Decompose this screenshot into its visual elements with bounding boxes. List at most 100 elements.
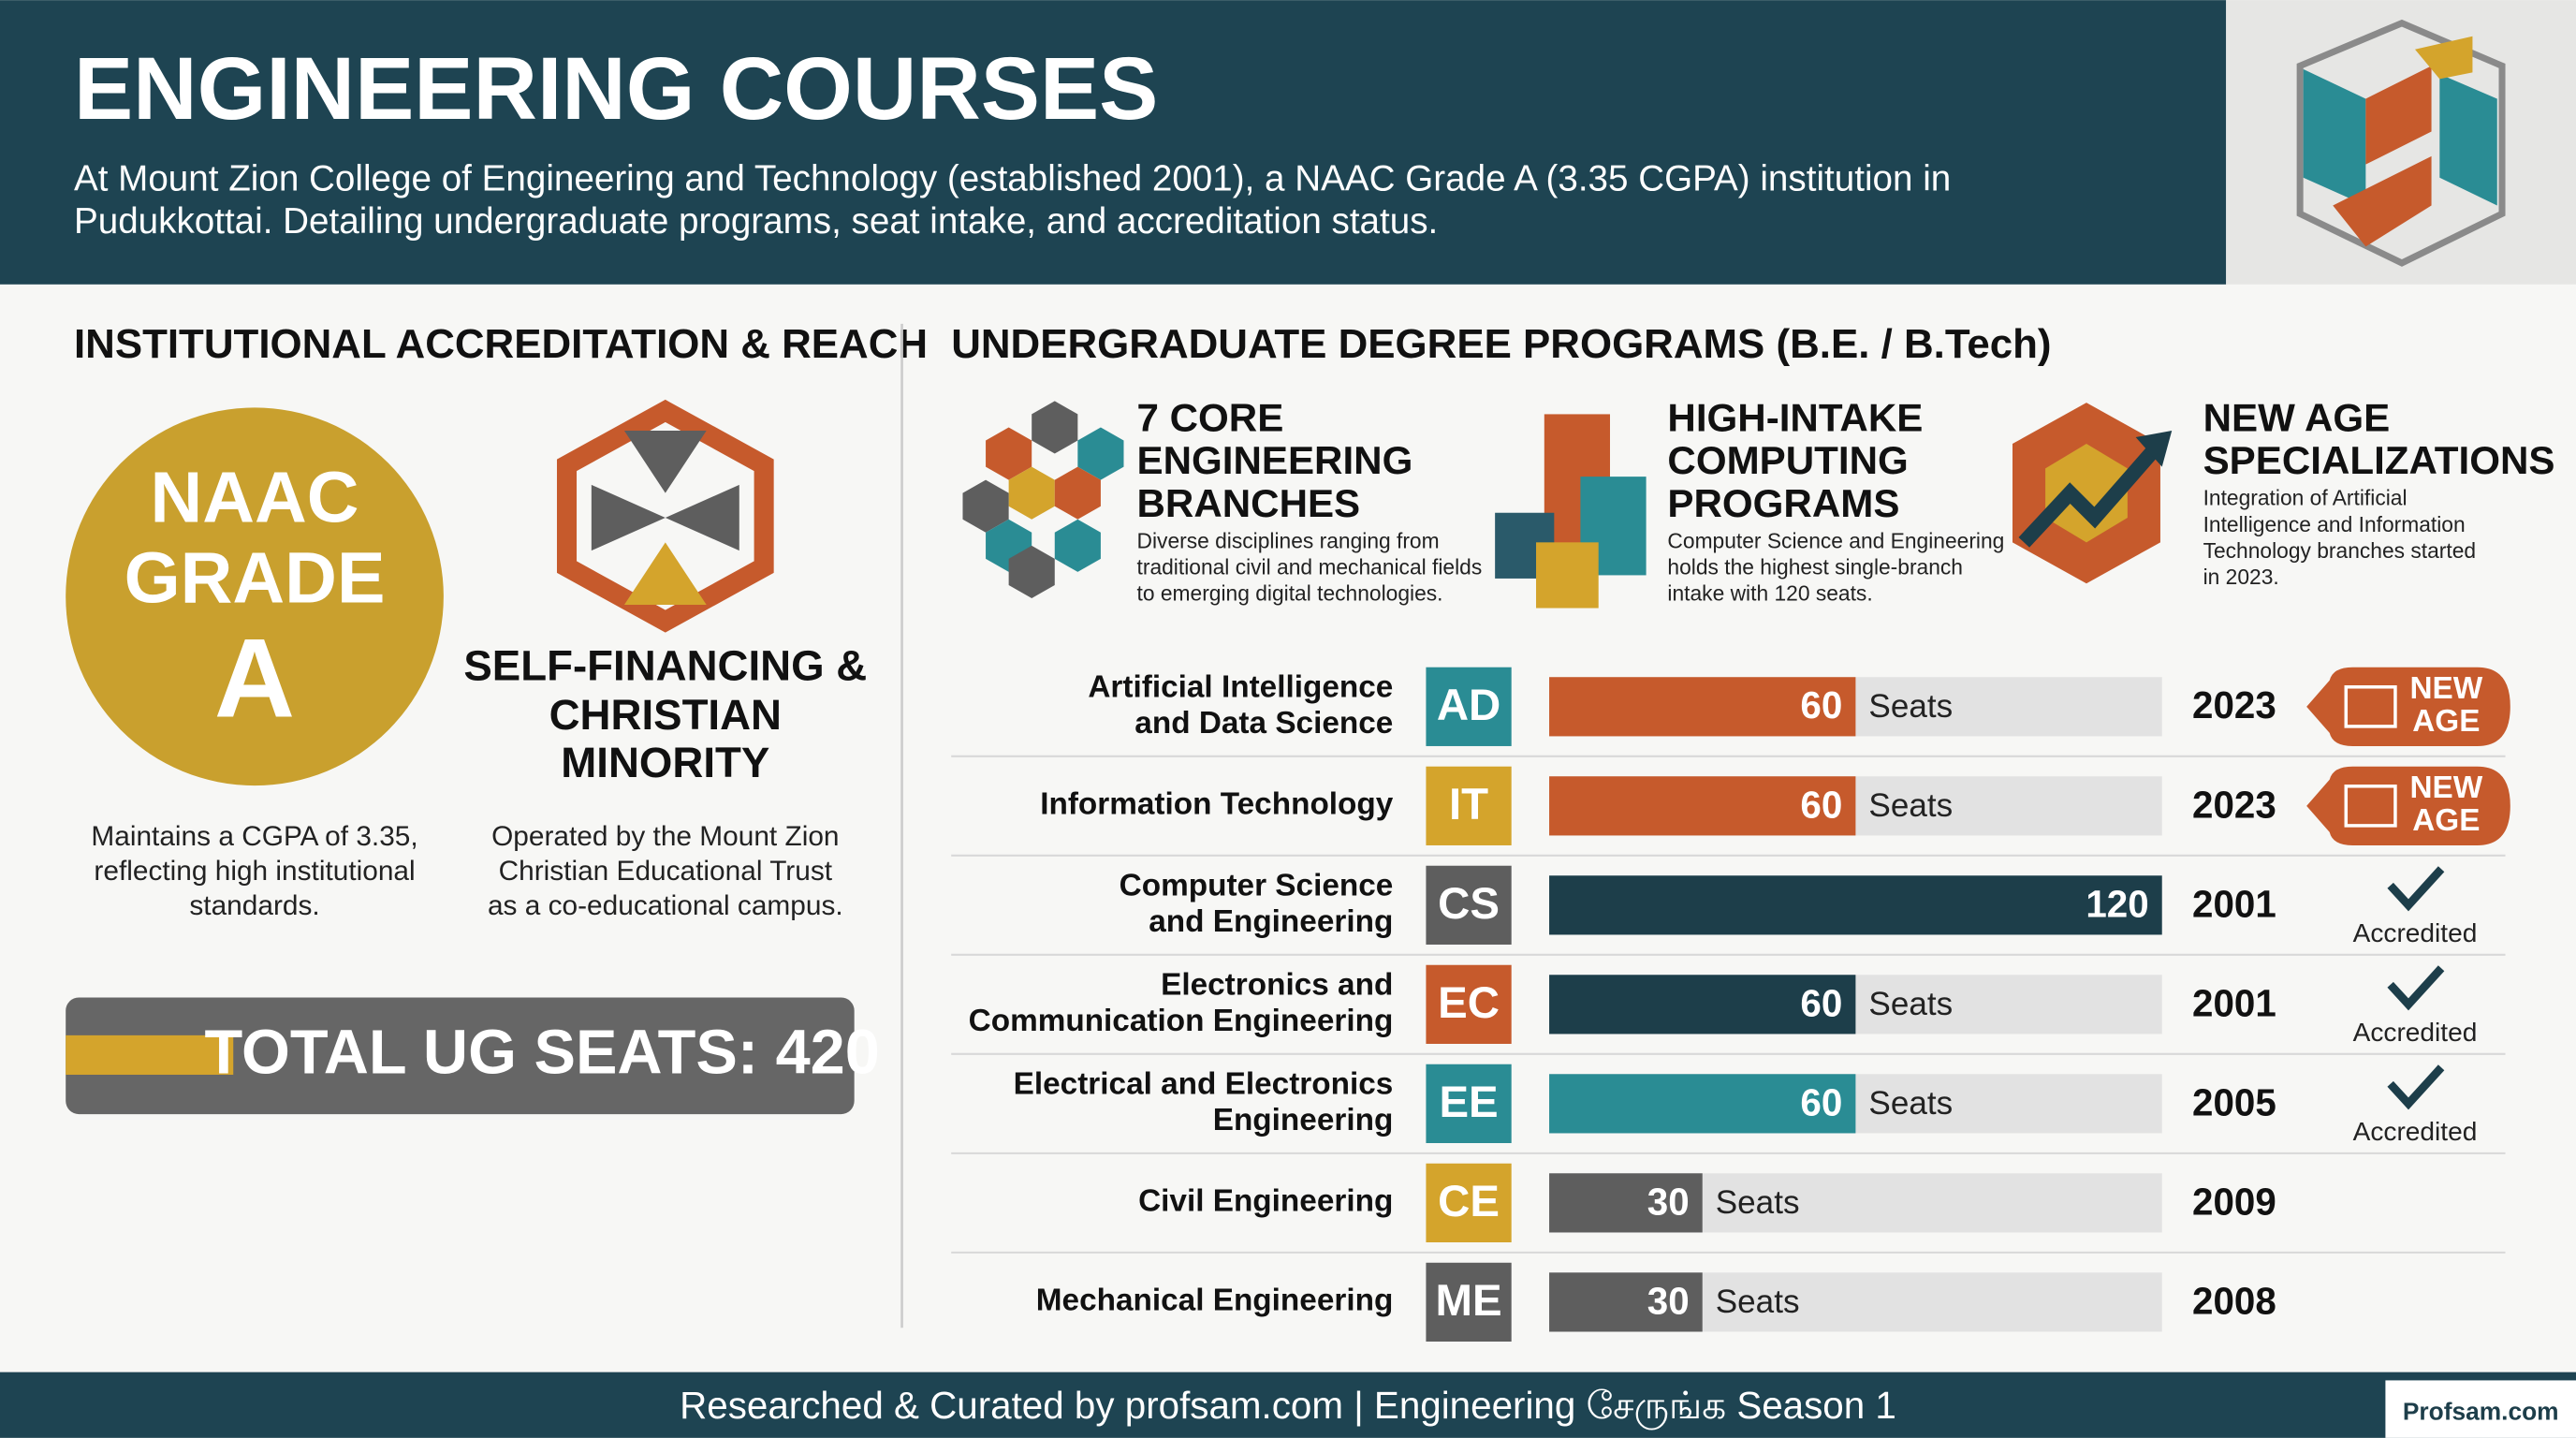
accredited-label: Accredited — [2353, 1018, 2478, 1047]
total-bar — [66, 997, 855, 1115]
seat-unit: Seats — [1868, 787, 1953, 824]
badge-text: NAAC — [151, 458, 359, 538]
footer-brand: Profsam.com — [2403, 1397, 2559, 1425]
badge-icon — [2344, 685, 2397, 728]
feature-desc: intake with 120 seats. — [1667, 581, 1872, 606]
badge-desc: Maintains a CGPA of 3.35, — [91, 821, 417, 852]
start-year: 2001 — [2192, 981, 2276, 1024]
feature-desc: Integration of Artificial — [2203, 486, 2408, 510]
accredited-label: Accredited — [2353, 1117, 2478, 1146]
badge-label: AGE — [2412, 704, 2480, 739]
seat-value: 30 — [1647, 1180, 1690, 1223]
feature-title: SPECIALIZATIONS — [2203, 438, 2555, 482]
seat-unit: Seats — [1868, 688, 1953, 725]
feature-desc: traditional civil and mechanical fields — [1137, 554, 1483, 579]
subtitle: Pudukkottai. Detailing undergraduate pro… — [74, 201, 1438, 242]
seat-unit: Seats — [1868, 1085, 1953, 1122]
program-code: EE — [1439, 1078, 1498, 1127]
seat-value: 60 — [1800, 783, 1842, 826]
check-mark — [2387, 866, 2445, 912]
start-year: 2009 — [2192, 1180, 2276, 1223]
feature-title: BRANCHES — [1137, 481, 1361, 525]
badge-desc: standards. — [189, 890, 319, 921]
badge-label: AGE — [2412, 803, 2480, 838]
feature-desc: Diverse disciplines ranging from — [1137, 528, 1440, 552]
feature-title: PROGRAMS — [1667, 481, 1899, 525]
program-code: IT — [1449, 780, 1488, 829]
start-year: 2008 — [2192, 1279, 2276, 1322]
feature-desc: Technology branches started — [2203, 538, 2476, 563]
feature-title: COMPUTING — [1667, 438, 1908, 482]
minority-title: CHRISTIAN — [549, 691, 782, 739]
seat-bar — [1549, 677, 1856, 737]
program-code: AD — [1437, 681, 1500, 730]
feature-title: NEW AGE — [2203, 396, 2391, 440]
seat-value: 60 — [1800, 1080, 1842, 1123]
check-mark — [2387, 1064, 2445, 1110]
code-box — [1426, 667, 1512, 746]
footer-credit: Researched & Curated by profsam.com | En… — [680, 1384, 1896, 1430]
seat-bar — [1549, 975, 1856, 1034]
feature-title: ENGINEERING — [1137, 438, 1413, 482]
program-name: Engineering — [1213, 1103, 1394, 1137]
badge-desc: reflecting high institutional — [94, 856, 415, 887]
code-box — [1426, 1163, 1512, 1242]
section-heading: UNDERGRADUATE DEGREE PROGRAMS (B.E. / B.… — [951, 321, 2051, 367]
badge-text: A — [214, 616, 295, 741]
feature-title: 7 CORE — [1137, 396, 1284, 440]
seat-bar — [1549, 1173, 1703, 1233]
minority-title: MINORITY — [561, 739, 769, 786]
program-code: ME — [1436, 1276, 1502, 1326]
program-code: CS — [1438, 879, 1500, 929]
seat-unit: Seats — [1868, 986, 1953, 1022]
program-code: CE — [1438, 1177, 1500, 1226]
start-year: 2005 — [2192, 1080, 2276, 1123]
seat-value: 120 — [2086, 882, 2148, 925]
minority-icon — [556, 399, 774, 633]
feature-title: HIGH-INTAKE — [1667, 396, 1923, 440]
accredited-label: Accredited — [2353, 918, 2478, 947]
feature-desc: Computer Science and Engineering — [1667, 528, 2004, 552]
code-box — [1426, 865, 1512, 945]
seat-unit: Seats — [1716, 1284, 1800, 1320]
seat-value: 30 — [1647, 1279, 1690, 1322]
brand-box — [2385, 1380, 2576, 1438]
code-box — [1426, 964, 1512, 1044]
code-box — [1426, 1064, 1512, 1143]
header-band — [0, 0, 2227, 285]
program-name: Mechanical Engineering — [1036, 1284, 1394, 1318]
program-name: Civil Engineering — [1138, 1184, 1393, 1219]
program-name: Electronics and — [1161, 967, 1393, 1002]
code-box — [1426, 1262, 1512, 1343]
seat-unit: Seats — [1716, 1184, 1800, 1221]
check-mark — [2387, 965, 2445, 1011]
minority-title: SELF-FINANCING & — [463, 642, 867, 690]
total-stripe — [66, 1034, 234, 1075]
program-name: and Engineering — [1149, 904, 1393, 939]
feature-desc: in 2023. — [2203, 565, 2279, 589]
feature-icon — [1495, 414, 1647, 609]
subtitle: At Mount Zion College of Engineering and… — [74, 158, 1951, 198]
seat-value: 60 — [1800, 981, 1842, 1024]
feature-desc: to emerging digital technologies. — [1137, 581, 1443, 606]
start-year: 2023 — [2192, 683, 2276, 726]
start-year: 2001 — [2192, 882, 2276, 925]
program-name: and Data Science — [1134, 706, 1393, 741]
feature-icon — [2012, 403, 2173, 584]
feature-desc: holds the highest single-branch — [1667, 554, 1963, 579]
seat-value: 60 — [1800, 683, 1842, 726]
badge-text: GRADE — [124, 538, 386, 619]
minority-desc: Christian Educational Trust — [499, 856, 833, 887]
program-name: Electrical and Electronics — [1014, 1066, 1394, 1101]
seat-bar — [1549, 776, 1856, 836]
program-name: Information Technology — [1040, 787, 1394, 822]
badge-label: NEW — [2409, 770, 2482, 805]
section-heading: INSTITUTIONAL ACCREDITATION & REACH — [74, 321, 928, 367]
seat-bar — [1549, 875, 2162, 935]
badge-label: NEW — [2409, 671, 2482, 706]
badge-icon — [2344, 785, 2397, 828]
program-code: EC — [1438, 978, 1500, 1028]
program-name: Communication Engineering — [969, 1004, 1394, 1038]
minority-desc: as a co-educational campus. — [488, 890, 843, 921]
